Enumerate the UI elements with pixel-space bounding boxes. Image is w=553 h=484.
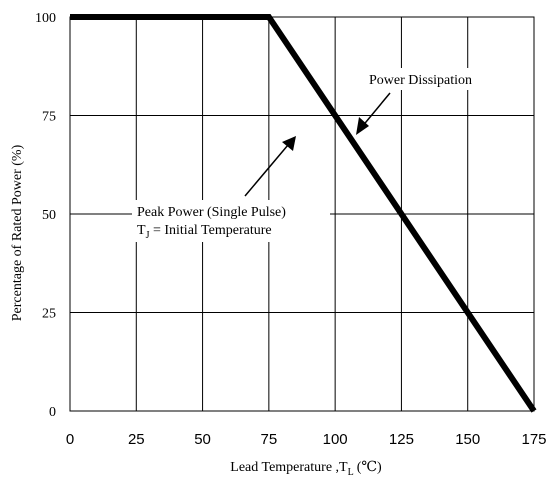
y-axis-label: Percentage of Rated Power (%) — [10, 144, 25, 321]
x-tick-label: 0 — [66, 431, 74, 448]
power-dissipation-label-bg — [366, 68, 506, 90]
x-tick-label: 175 — [521, 431, 546, 448]
x-tick-label: 150 — [455, 431, 480, 448]
power-dissipation-label: Power Dissipation — [369, 73, 472, 88]
peak-power-arrowhead — [282, 136, 296, 151]
initial-temperature-label: TJ = Initial Temperature — [137, 223, 272, 241]
x-tick-label: 100 — [323, 431, 348, 448]
derating-curve — [70, 14, 537, 413]
plot-frame — [69, 16, 535, 412]
x-tick-label: 50 — [194, 431, 211, 448]
y-tick-label: 75 — [42, 110, 56, 125]
x-tick-label: 125 — [389, 431, 414, 448]
y-tick-label: 0 — [49, 405, 56, 420]
x-axis-ticks: 0 25 50 75 100 125 150 175 — [66, 431, 547, 448]
power-dissipation-arrowhead — [356, 117, 369, 135]
y-tick-label: 100 — [35, 11, 56, 26]
x-axis-label: Lead Temperature ,TL (℃) — [230, 460, 382, 478]
x-tick-label: 25 — [128, 431, 145, 448]
peak-power-label-bg — [132, 200, 330, 242]
y-axis-ticks: 0 25 50 75 100 — [35, 11, 56, 420]
y-tick-label: 50 — [42, 208, 56, 223]
peak-power-label: Peak Power (Single Pulse) — [137, 205, 286, 220]
power-dissipation-arrow — [360, 92, 391, 129]
peak-power-arrow — [244, 144, 289, 197]
x-tick-label: 75 — [261, 431, 278, 448]
y-tick-label: 25 — [42, 307, 56, 322]
